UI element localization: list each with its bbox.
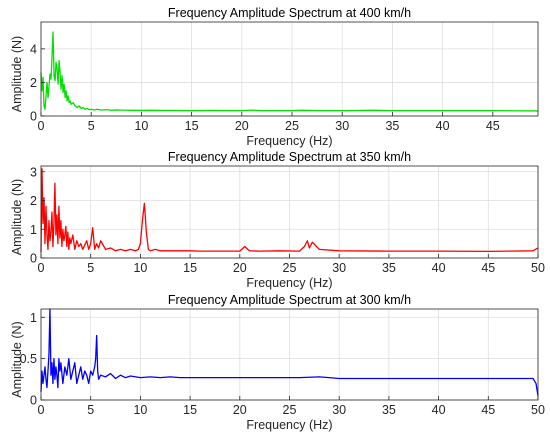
x-tick-label: 20: [233, 403, 247, 417]
x-tick-label: 35: [382, 261, 396, 275]
chart-title: Frequency Amplitude Spectrum at 300 km/h: [168, 293, 411, 307]
chart-panel-1: 0 5 10 15 20 25 30 35 40 45 0 2 4 Frequency Amplitude…: [10, 6, 539, 148]
series-line-1: [40, 308, 539, 396]
y-tick-label: 1: [30, 311, 37, 325]
y-tick-label: 1: [30, 223, 37, 237]
x-tick-label: 10: [133, 403, 147, 417]
chart-title: Frequency Amplitude Spectrum at 350 km/h: [168, 150, 411, 164]
x-tick-label: 5: [87, 261, 94, 275]
x-tick-label: 20: [235, 119, 249, 133]
x-tick-label: 25: [285, 119, 299, 133]
series-line-1: [40, 168, 539, 253]
x-tick-label: 30: [332, 261, 346, 275]
x-tick-label: 30: [335, 119, 349, 133]
chart-panel-3: 0 5 10 15 20 25 30 35 40 45 50 0 0.5 1 Frequency Ampli…: [10, 293, 545, 432]
x-tick-label: 40: [432, 261, 446, 275]
x-tick-label: 35: [385, 119, 399, 133]
y-tick-label: 0.5: [20, 352, 37, 366]
x-tick-label: 45: [481, 403, 495, 417]
y-tick-label: 0: [30, 110, 37, 124]
y-tick-label: 3: [30, 165, 37, 179]
x-tick-label: 35: [382, 403, 396, 417]
x-tick-label: 25: [283, 403, 297, 417]
x-axis-label: Frequency (Hz): [246, 418, 332, 432]
x-tick-label: 0: [38, 119, 45, 133]
x-tick-label: 10: [133, 261, 147, 275]
axes-box: [40, 21, 539, 117]
y-tick-label: 2: [30, 76, 37, 90]
x-tick-label: 50: [531, 261, 545, 275]
x-axis-label: Frequency (Hz): [246, 276, 332, 290]
x-tick-label: 10: [134, 119, 148, 133]
x-tick-label: 40: [432, 403, 446, 417]
x-tick-label: 40: [436, 119, 450, 133]
x-tick-label: 0: [38, 403, 45, 417]
x-tick-label: 25: [283, 261, 297, 275]
y-tick-label: 0: [30, 252, 37, 266]
y-axis-label: Amplitude (N): [10, 179, 24, 255]
x-tick-label: 15: [183, 261, 197, 275]
chart-panel-2: 0 5 10 15 20 25 30 35 40 45 50 0 1 2 3 Frequency Amplit…: [10, 150, 545, 290]
x-tick-label: 5: [88, 119, 95, 133]
x-tick-label: 15: [185, 119, 199, 133]
x-tick-label: 30: [332, 403, 346, 417]
y-tick-label: 2: [30, 194, 37, 208]
x-axis-label: Frequency (Hz): [246, 134, 332, 148]
x-tick-label: 20: [233, 261, 247, 275]
chart-title: Frequency Amplitude Spectrum at 400 km/h: [168, 6, 411, 20]
y-axis-label: Amplitude (N): [10, 321, 24, 397]
plot-area: [41, 22, 538, 116]
x-tick-label: 5: [87, 403, 94, 417]
y-tick-label: 4: [30, 42, 37, 56]
x-tick-label: 45: [481, 261, 495, 275]
x-tick-label: 15: [183, 403, 197, 417]
series-line-1: [40, 31, 539, 112]
x-tick-label: 45: [486, 119, 500, 133]
x-tick-label: 50: [531, 403, 545, 417]
y-tick-label: 0: [30, 394, 37, 408]
y-axis-label: Amplitude (N): [10, 36, 24, 112]
x-tick-label: 0: [38, 261, 45, 275]
